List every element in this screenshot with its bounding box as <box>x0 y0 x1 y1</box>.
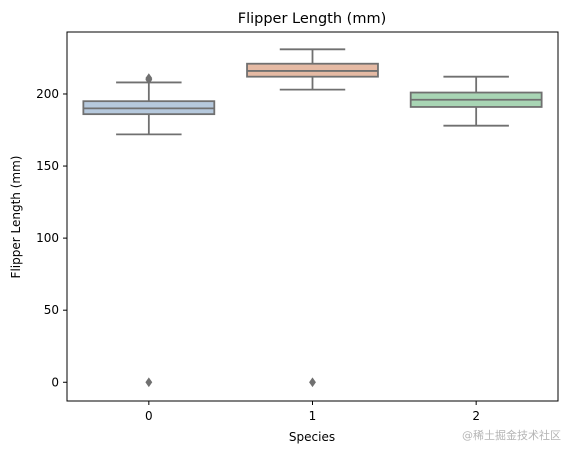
x-tick-label-0: 0 <box>145 409 153 423</box>
x-tick-label-1: 1 <box>309 409 317 423</box>
chart-title: Flipper Length (mm) <box>238 11 386 27</box>
outlier-point-0-2 <box>145 377 153 388</box>
x-axis-title: Species <box>289 430 335 444</box>
y-tick-label-200: 200 <box>36 87 59 101</box>
outlier-point-0-1 <box>145 73 153 84</box>
watermark: @稀土掘金技术社区 <box>462 429 561 442</box>
y-tick-label-50: 50 <box>44 303 59 317</box>
y-tick-label-0: 0 <box>51 375 59 389</box>
x-tick-label-2: 2 <box>472 409 480 423</box>
y-axis-title: Flipper Length (mm) <box>9 156 23 279</box>
plot-area: 0 50 100 150 200 0 1 2 <box>36 31 559 423</box>
y-tick-label-100: 100 <box>36 231 59 245</box>
y-tick-label-150: 150 <box>36 159 59 173</box>
outlier-point-1-0 <box>309 377 316 388</box>
